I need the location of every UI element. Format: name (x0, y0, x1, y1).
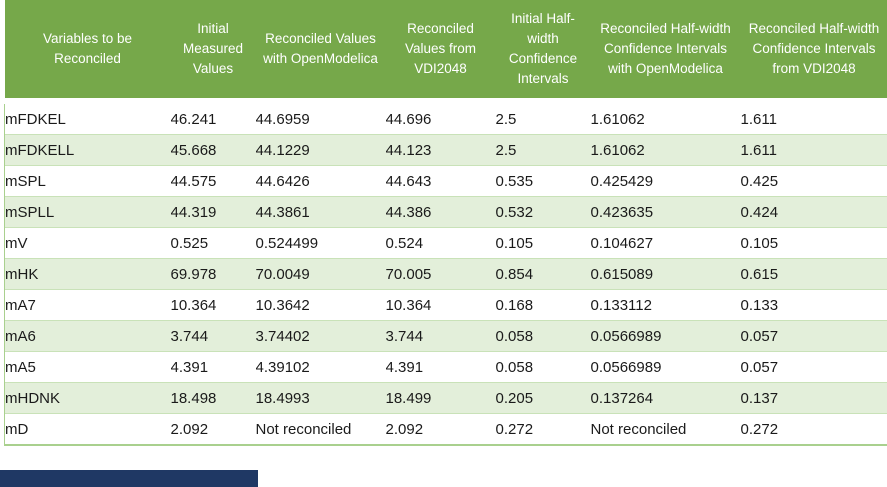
table-row: mD 2.092 Not reconciled 2.092 0.272 Not … (4, 413, 887, 445)
initial-halfwidth-ci-cell: 0.535 (495, 172, 534, 190)
column-header: Reconciled Values with OpenModelica (255, 0, 386, 104)
variable-name-cell: mSPL (4, 165, 171, 197)
reconciled-vdi2048-cell: 44.386 (385, 203, 432, 221)
variable-name-cell: mFDKELL (4, 134, 171, 166)
reconciled-halfwidth-ci-openmodelica-cell: 0.104627 (590, 234, 654, 252)
initial-halfwidth-ci-cell: 0.058 (495, 327, 534, 345)
variable-name-cell: mFDKEL (4, 101, 171, 135)
reconciled-openmodelica-cell: 44.6426 (255, 172, 310, 190)
reconciled-halfwidth-ci-vdi2048-cell: 1.611 (740, 110, 777, 128)
table-row: mHK 69.978 70.0049 70.005 0.854 0.615089… (4, 258, 887, 290)
initial-measured-value-cell: 18.498 (170, 389, 217, 407)
reconciled-vdi2048-cell: 70.005 (385, 265, 432, 283)
reconciled-vdi2048-cell: 10.364 (385, 296, 432, 314)
variable-name-cell: mA7 (4, 289, 171, 321)
reconciled-halfwidth-ci-openmodelica-cell: 0.137264 (590, 389, 654, 407)
reconciled-halfwidth-ci-vdi2048-cell: 0.057 (740, 358, 779, 376)
table-row: mA6 3.744 3.74402 3.744 0.058 0.0566989 … (4, 320, 887, 352)
reconciled-vdi2048-cell: 18.499 (385, 389, 432, 407)
reconciled-vdi2048-cell: 44.123 (385, 141, 432, 159)
initial-measured-value-cell: 2.092 (170, 420, 209, 438)
reconciled-openmodelica-cell: 18.4993 (255, 389, 310, 407)
reconciled-openmodelica-cell: 44.3861 (255, 203, 310, 221)
initial-halfwidth-ci-cell: 0.168 (495, 296, 534, 314)
reconciled-halfwidth-ci-vdi2048-cell: 1.611 (740, 141, 777, 159)
table-row: mFDKEL 46.241 44.6959 44.696 2.5 1.61062… (4, 101, 887, 135)
variable-name-cell: mHDNK (4, 382, 171, 414)
initial-halfwidth-ci-cell: 0.532 (495, 203, 534, 221)
reconciled-vdi2048-cell: 44.696 (385, 110, 432, 128)
reconciled-vdi2048-cell: 2.092 (385, 420, 424, 438)
reconciled-halfwidth-ci-openmodelica-cell: 0.0566989 (590, 358, 662, 376)
reconciliation-table: Variables to be Reconciled Initial Measur… (4, 0, 887, 446)
reconciled-halfwidth-ci-openmodelica-cell: 0.425429 (590, 172, 654, 190)
variable-name-cell: mSPLL (4, 196, 171, 228)
initial-measured-value-cell: 69.978 (170, 265, 217, 283)
reconciled-halfwidth-ci-vdi2048-cell: 0.057 (740, 327, 779, 345)
reconciled-vdi2048-cell: 4.391 (385, 358, 424, 376)
reconciled-openmodelica-cell: Not reconciled (255, 420, 352, 438)
reconciled-halfwidth-ci-openmodelica-cell: 0.0566989 (590, 327, 662, 345)
reconciled-halfwidth-ci-vdi2048-cell: 0.424 (740, 203, 779, 221)
initial-measured-value-cell: 46.241 (170, 110, 217, 128)
reconciled-halfwidth-ci-openmodelica-cell: 0.423635 (590, 203, 654, 221)
column-header: Variables to be Reconciled (4, 0, 171, 104)
table-row: mV 0.525 0.524499 0.524 0.105 0.104627 0… (4, 227, 887, 259)
bottom-window-fragment (0, 470, 258, 487)
variable-name-cell: mD (4, 413, 171, 445)
column-header: Initial Measured Values (170, 0, 256, 104)
initial-halfwidth-ci-cell: 0.205 (495, 389, 534, 407)
reconciled-halfwidth-ci-vdi2048-cell: 0.133 (740, 296, 779, 314)
column-header: Reconciled Half-width Confidence Interva… (740, 0, 887, 104)
table-row: mSPLL 44.319 44.3861 44.386 0.532 0.4236… (4, 196, 887, 228)
table-row: mSPL 44.575 44.6426 44.643 0.535 0.42542… (4, 165, 887, 197)
table-row: mHDNK 18.498 18.4993 18.499 0.205 0.1372… (4, 382, 887, 414)
reconciled-openmodelica-cell: 10.3642 (255, 296, 310, 314)
initial-measured-value-cell: 4.391 (170, 358, 209, 376)
reconciled-halfwidth-ci-openmodelica-cell: 1.61062 (590, 110, 645, 128)
reconciled-halfwidth-ci-openmodelica-cell: 1.61062 (590, 141, 645, 159)
table-row: mA7 10.364 10.3642 10.364 0.168 0.133112… (4, 289, 887, 321)
variable-name-cell: mV (4, 227, 171, 259)
initial-halfwidth-ci-cell: 0.058 (495, 358, 534, 376)
column-header: Reconciled Half-width Confidence Interva… (590, 0, 741, 104)
reconciled-openmodelica-cell: 44.1229 (255, 141, 310, 159)
reconciled-vdi2048-cell: 44.643 (385, 172, 432, 190)
initial-halfwidth-ci-cell: 0.105 (495, 234, 534, 252)
initial-measured-value-cell: 45.668 (170, 141, 217, 159)
reconciled-halfwidth-ci-openmodelica-cell: 0.133112 (590, 296, 652, 314)
initial-halfwidth-ci-cell: 2.5 (495, 141, 517, 159)
table-header-row: Variables to be Reconciled Initial Measur… (4, 0, 887, 104)
reconciled-halfwidth-ci-vdi2048-cell: 0.272 (740, 420, 779, 438)
initial-measured-value-cell: 44.319 (170, 203, 217, 221)
reconciled-openmodelica-cell: 3.74402 (255, 327, 310, 345)
variable-name-cell: mA5 (4, 351, 171, 383)
reconciled-vdi2048-cell: 3.744 (385, 327, 424, 345)
reconciled-vdi2048-cell: 0.524 (385, 234, 424, 252)
reconciled-halfwidth-ci-vdi2048-cell: 0.105 (740, 234, 779, 252)
initial-measured-value-cell: 10.364 (170, 296, 217, 314)
reconciled-halfwidth-ci-vdi2048-cell: 0.615 (740, 265, 779, 283)
reconciled-openmodelica-cell: 44.6959 (255, 110, 310, 128)
reconciled-openmodelica-cell: 0.524499 (255, 234, 319, 252)
reconciled-openmodelica-cell: 70.0049 (255, 265, 310, 283)
initial-measured-value-cell: 0.525 (170, 234, 209, 252)
reconciled-halfwidth-ci-vdi2048-cell: 0.137 (740, 389, 779, 407)
initial-halfwidth-ci-cell: 0.854 (495, 265, 534, 283)
reconciled-halfwidth-ci-vdi2048-cell: 0.425 (740, 172, 779, 190)
table-row: mA5 4.391 4.39102 4.391 0.058 0.0566989 … (4, 351, 887, 383)
variable-name-cell: mA6 (4, 320, 171, 352)
initial-halfwidth-ci-cell: 0.272 (495, 420, 534, 438)
initial-measured-value-cell: 3.744 (170, 327, 209, 345)
reconciled-halfwidth-ci-openmodelica-cell: Not reconciled (590, 420, 687, 438)
column-header: Initial Half-width Confidence Intervals (495, 0, 591, 104)
initial-measured-value-cell: 44.575 (170, 172, 217, 190)
reconciled-openmodelica-cell: 4.39102 (255, 358, 310, 376)
variable-name-cell: mHK (4, 258, 171, 290)
table-row: mFDKELL 45.668 44.1229 44.123 2.5 1.6106… (4, 134, 887, 166)
column-header: Reconciled Values from VDI2048 (385, 0, 496, 104)
initial-halfwidth-ci-cell: 2.5 (495, 110, 517, 128)
reconciled-halfwidth-ci-openmodelica-cell: 0.615089 (590, 265, 654, 283)
